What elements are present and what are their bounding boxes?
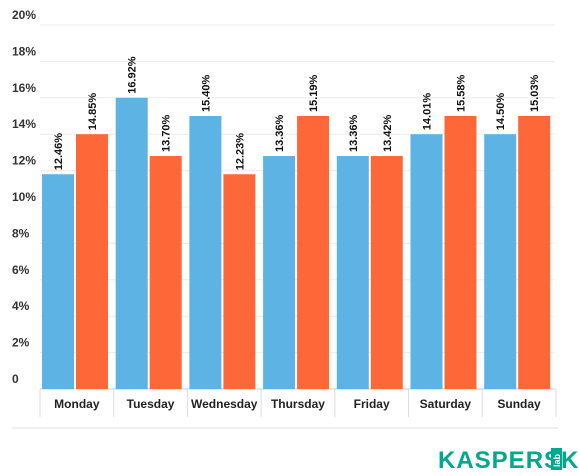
bar bbox=[410, 134, 443, 389]
bars bbox=[42, 97, 551, 390]
data-label: 13.36% bbox=[274, 115, 286, 153]
bar bbox=[76, 134, 108, 389]
bar bbox=[149, 156, 182, 389]
bar bbox=[297, 116, 330, 389]
logo-lab-text: lab bbox=[552, 453, 562, 467]
bar bbox=[223, 174, 256, 389]
data-label: 15.03% bbox=[529, 74, 541, 112]
data-label: 13.36% bbox=[348, 115, 360, 153]
y-axis-ticks: 0 2% 4% 6% 8% 10% 12% 14% 16% 18% 20% bbox=[12, 8, 36, 386]
y-tick-label: 6% bbox=[12, 263, 30, 277]
bar bbox=[115, 97, 148, 390]
data-label: 13.42% bbox=[382, 115, 394, 153]
y-tick-label: 2% bbox=[12, 336, 30, 350]
y-tick-label: 16% bbox=[12, 81, 36, 95]
y-tick-label: 14% bbox=[12, 117, 36, 131]
y-tick-label: 8% bbox=[12, 226, 30, 240]
category-label: Saturday bbox=[420, 397, 472, 411]
data-label: 12.23% bbox=[234, 133, 246, 171]
bar bbox=[336, 156, 369, 389]
y-tick-label: 0 bbox=[12, 372, 19, 386]
bar bbox=[370, 156, 403, 389]
data-label: 15.19% bbox=[308, 74, 320, 112]
data-label: 14.85% bbox=[87, 93, 99, 131]
category-label: Sunday bbox=[497, 397, 541, 411]
category-label: Wednesday bbox=[191, 397, 258, 411]
category-label: Friday bbox=[354, 397, 390, 411]
y-tick-label: 18% bbox=[12, 44, 36, 58]
bar bbox=[189, 116, 222, 389]
bar bbox=[444, 116, 477, 389]
data-label: 15.40% bbox=[200, 74, 212, 112]
data-label: 14.50% bbox=[495, 93, 507, 131]
y-tick-label: 20% bbox=[12, 8, 36, 22]
logo-lab-box bbox=[551, 448, 562, 470]
bar bbox=[484, 134, 517, 389]
data-label: 13.70% bbox=[161, 115, 173, 153]
bar bbox=[518, 116, 551, 389]
data-label: 12.46% bbox=[53, 133, 65, 171]
category-labels: Monday Tuesday Wednesday Thursday Friday Satu… bbox=[54, 397, 541, 411]
bar bbox=[263, 156, 296, 389]
y-tick-label: 4% bbox=[12, 299, 30, 313]
y-tick-label: 12% bbox=[12, 154, 36, 168]
data-labels: 12.46% 14.85% 16.92% 13.70% 15.40% 12.23% 13.3… bbox=[53, 56, 541, 170]
bar bbox=[42, 174, 74, 389]
y-tick-label: 10% bbox=[12, 190, 36, 204]
category-label: Tuesday bbox=[127, 397, 175, 411]
kaspersky-logo: KASPERSKY lab bbox=[438, 447, 579, 474]
data-label: 14.01% bbox=[422, 93, 434, 131]
data-label: 15.58% bbox=[456, 74, 468, 112]
data-label: 16.92% bbox=[127, 56, 139, 94]
category-label: Thursday bbox=[271, 397, 325, 411]
category-label: Monday bbox=[54, 397, 100, 411]
